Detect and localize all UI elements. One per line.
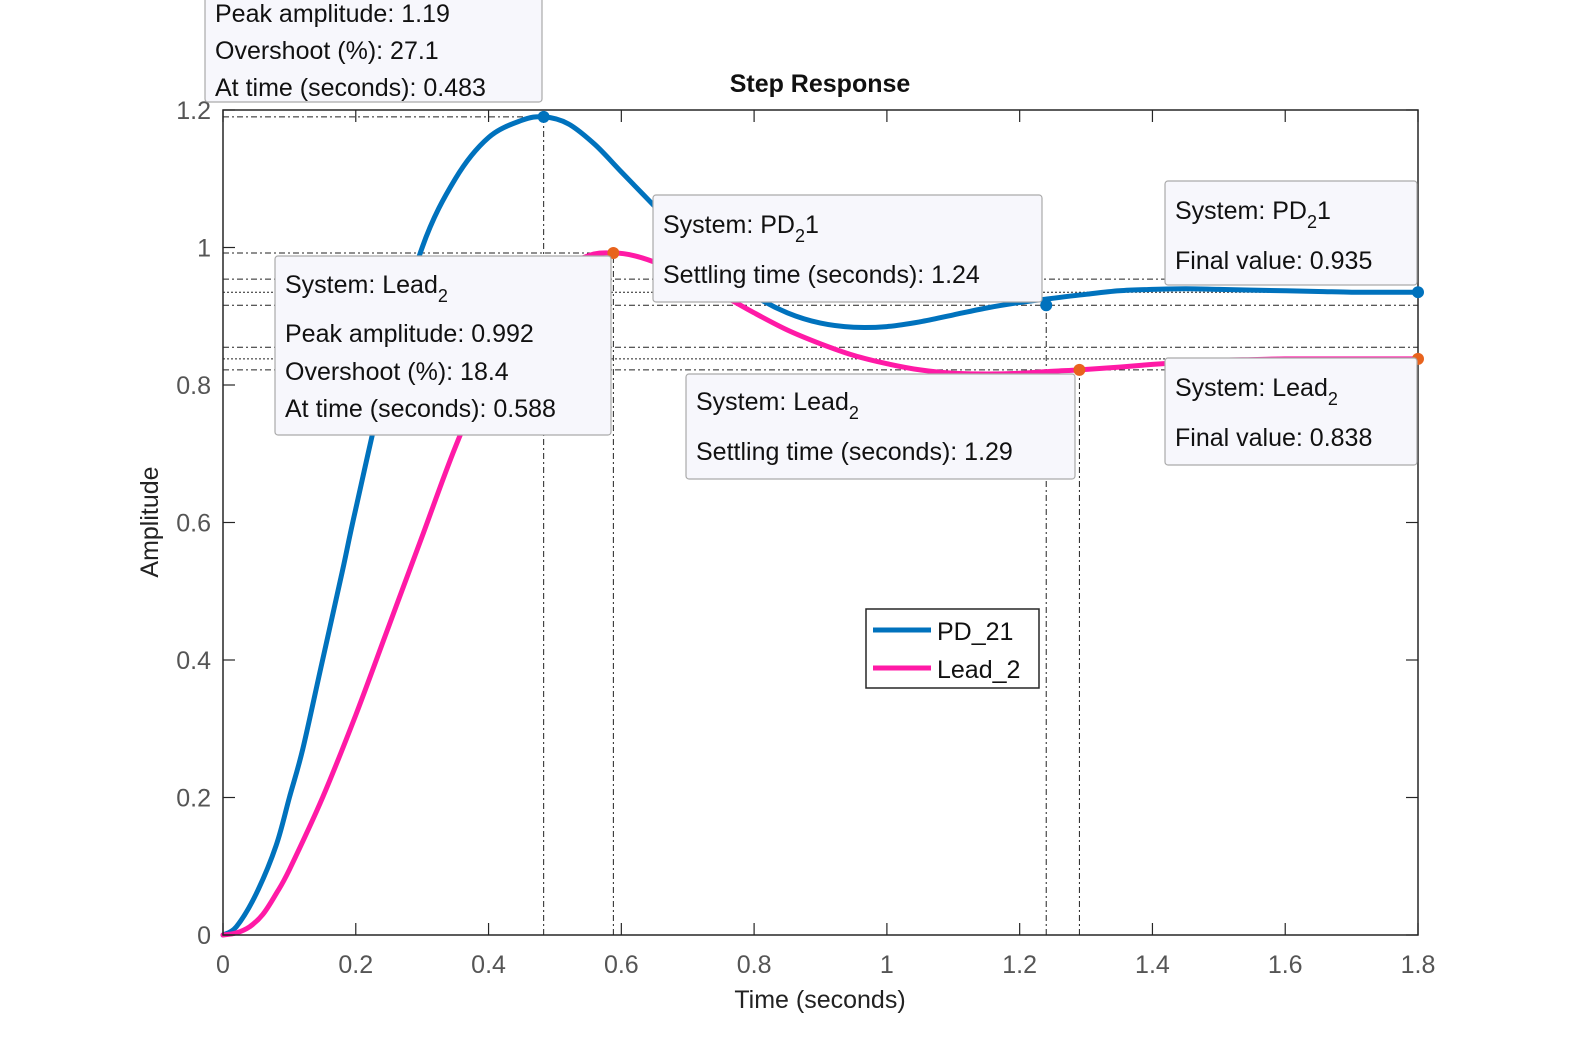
legend-label-lead-2: Lead_2 bbox=[937, 656, 1020, 684]
datatip-system: System: Lead2 bbox=[696, 388, 859, 423]
datatip-system: System: PD21 bbox=[663, 211, 819, 246]
datatip-line: Peak amplitude: 1.19 bbox=[215, 0, 450, 28]
x-tick-label: 0.2 bbox=[338, 951, 373, 979]
datatip-line: Peak amplitude: 0.992 bbox=[285, 320, 534, 348]
y-tick-label: 0 bbox=[197, 922, 211, 950]
datatip-box bbox=[1164, 357, 1418, 466]
y-tick-label: 0.6 bbox=[176, 510, 211, 538]
y-tick-label: 1.2 bbox=[176, 97, 211, 125]
x-tick-label: 0.4 bbox=[471, 951, 506, 979]
legend-box bbox=[865, 608, 1040, 689]
x-tick-label: 1 bbox=[880, 951, 894, 979]
datatip-pd-final[interactable]: System: PD21 Final value: 0.935 bbox=[1164, 180, 1418, 286]
x-tick-label: 0.8 bbox=[737, 951, 772, 979]
datatip-lead-final[interactable]: System: Lead2 Final value: 0.838 bbox=[1164, 357, 1418, 466]
y-tick-label: 0.4 bbox=[176, 647, 211, 675]
datatip-system: System: Lead2 bbox=[285, 271, 448, 306]
x-tick-label: 1.2 bbox=[1002, 951, 1037, 979]
datatip-marker-pd-21 bbox=[537, 110, 550, 123]
datatip-line: Final value: 0.838 bbox=[1175, 424, 1372, 452]
datatip-line: Overshoot (%): 27.1 bbox=[215, 37, 439, 65]
chart-title: Step Response bbox=[730, 70, 911, 98]
datatip-marker-lead-2 bbox=[1073, 363, 1086, 376]
datatip-line: Overshoot (%): 18.4 bbox=[285, 358, 509, 386]
legend[interactable]: PD_21 Lead_2 bbox=[865, 608, 1040, 689]
datatip-lead-settling[interactable]: System: Lead2 Settling time (seconds): 1… bbox=[685, 373, 1076, 480]
y-axis-label: Amplitude bbox=[136, 466, 164, 577]
datatip-marker-pd-21 bbox=[1412, 286, 1424, 299]
y-tick-label: 0.8 bbox=[176, 372, 211, 400]
datatip-box bbox=[1164, 180, 1418, 286]
y-tick-label: 0.2 bbox=[176, 785, 211, 813]
x-tick-label: 1.6 bbox=[1268, 951, 1303, 979]
datatip-line: Settling time (seconds): 1.24 bbox=[663, 261, 980, 289]
x-tick-label: 0.6 bbox=[604, 951, 639, 979]
datatip-pd-settling[interactable]: System: PD21 Settling time (seconds): 1.… bbox=[652, 194, 1043, 303]
datatip-line: At time (seconds): 0.483 bbox=[215, 74, 486, 102]
datatip-system: System: PD21 bbox=[1175, 197, 1331, 232]
y-tick-label: 1 bbox=[197, 235, 211, 263]
legend-label-pd-21: PD_21 bbox=[937, 618, 1013, 646]
datatip-box bbox=[204, 0, 543, 103]
datatip-system: System: Lead2 bbox=[1175, 374, 1338, 409]
ticks-layer: 0 0.2 0.4 0.6 0.8 1 1.2 1.4 1.6 1.8 0 0.2 0.4 0.6 0.8 1… bbox=[176, 97, 1435, 979]
datatip-box bbox=[685, 373, 1076, 480]
x-tick-label: 1.8 bbox=[1401, 951, 1436, 979]
datatip-pd-peak[interactable]: Peak amplitude: 1.19 Overshoot (%): 27.1… bbox=[204, 0, 543, 103]
x-axis-label: Time (seconds) bbox=[734, 986, 905, 1014]
datatip-line: Final value: 0.935 bbox=[1175, 247, 1372, 275]
datatip-line: At time (seconds): 0.588 bbox=[285, 395, 556, 423]
datatip-line: Settling time (seconds): 1.29 bbox=[696, 438, 1013, 466]
x-tick-label: 0 bbox=[216, 951, 230, 979]
datatip-marker-pd-21 bbox=[1040, 299, 1053, 312]
marker-layer bbox=[537, 110, 1424, 376]
datatip-lead-peak[interactable]: System: Lead2 Peak amplitude: 0.992 Over… bbox=[274, 255, 612, 436]
datatip-box bbox=[652, 194, 1043, 303]
datatip-box bbox=[274, 255, 612, 436]
x-tick-label: 1.4 bbox=[1135, 951, 1170, 979]
datatip-marker-lead-2 bbox=[607, 247, 620, 259]
